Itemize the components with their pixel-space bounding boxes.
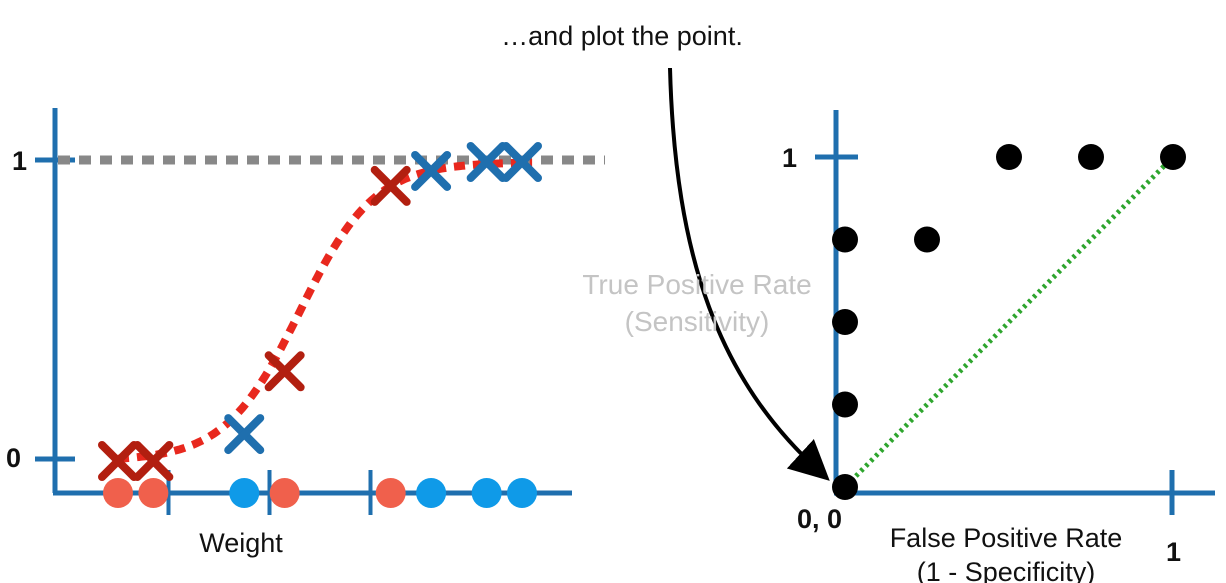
roc-x-tick-label: 1 bbox=[1166, 537, 1181, 567]
left-y-tick-label-1: 1 bbox=[12, 146, 27, 176]
roc-y-tick-label: 1 bbox=[782, 143, 797, 173]
caption: …and plot the point. bbox=[501, 21, 743, 51]
roc-point bbox=[832, 309, 858, 335]
roc-panel: True Positive Rate (Sensitivity) 1 1 0, … bbox=[582, 110, 1215, 583]
obese-probability-mark bbox=[466, 142, 507, 182]
not-obese-probability-mark bbox=[133, 441, 174, 481]
not-obese-sample-dot bbox=[138, 478, 169, 508]
roc-point bbox=[1160, 144, 1186, 170]
not-obese-probability-mark bbox=[370, 165, 411, 206]
left-x-axis-label: Weight bbox=[199, 528, 283, 558]
not-obese-sample-dot bbox=[269, 478, 300, 508]
random-guess-diagonal bbox=[849, 155, 1175, 483]
roc-point bbox=[832, 391, 858, 418]
roc-x-axis-label: False Positive Rate bbox=[890, 523, 1123, 553]
pointer-arrow bbox=[668, 67, 830, 481]
obese-probability-mark bbox=[224, 414, 265, 455]
roc-y-axis-sublabel: (Sensitivity) bbox=[625, 306, 770, 337]
obese-sample-dot bbox=[507, 478, 537, 508]
obese-sample-dot bbox=[416, 478, 447, 508]
not-obese-sample-dot bbox=[103, 478, 133, 508]
obese-probability-mark bbox=[411, 150, 452, 191]
roc-origin-label: 0, 0 bbox=[797, 504, 842, 534]
not-obese-sample-dot bbox=[375, 478, 406, 508]
not-obese-probability-mark bbox=[264, 351, 305, 392]
obese-sample-dot bbox=[471, 478, 502, 508]
logistic-curve bbox=[117, 158, 533, 463]
obese-probability-mark bbox=[502, 142, 542, 182]
logistic-panel: 1 0 Weight bbox=[6, 108, 605, 558]
not-obese-probability-mark bbox=[98, 441, 138, 481]
left-y-tick-label-0: 0 bbox=[6, 443, 21, 473]
roc-y-axis-label: True Positive Rate bbox=[582, 269, 811, 300]
roc-x-axis-sublabel: (1 - Specificity) bbox=[917, 557, 1096, 583]
roc-point bbox=[1078, 144, 1104, 170]
roc-point bbox=[914, 226, 940, 253]
roc-point bbox=[996, 144, 1022, 170]
roc-point bbox=[832, 474, 858, 500]
roc-point bbox=[832, 226, 858, 253]
obese-sample-dot bbox=[229, 478, 260, 508]
